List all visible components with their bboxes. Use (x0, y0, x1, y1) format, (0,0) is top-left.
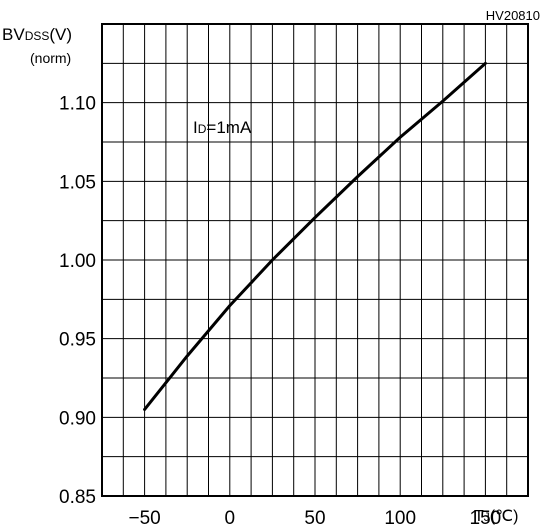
y-tick-label: 0.85 (59, 487, 96, 508)
y-axis-norm-label: (norm) (30, 50, 71, 66)
y-tick-label: 0.90 (59, 408, 96, 429)
figure-code: HV20810 (486, 8, 540, 23)
annotation-id: ID=1mA (193, 118, 252, 137)
plot-frame (101, 23, 529, 497)
series-line (143, 61, 487, 411)
x-tick-label: 0 (225, 508, 236, 528)
y-tick-label: 0.95 (59, 330, 96, 351)
x-tick-label: −50 (128, 508, 160, 528)
y-tick-label: 1.10 (59, 94, 96, 115)
tick-labels: 0.85 0.90 0.95 1.00 1.05 1.10 −50 0 50 100 150 (59, 94, 501, 528)
x-axis-label: TJ(℃) (474, 508, 518, 525)
y-tick-label: 1.05 (59, 172, 96, 193)
x-tick-label: 50 (304, 508, 325, 528)
y-tick-label: 1.00 (59, 251, 96, 272)
x-tick-label: 100 (384, 508, 416, 528)
x-tick-label: 150 (470, 508, 502, 528)
grid (102, 24, 528, 496)
y-axis-label: BVDSS(V) (2, 25, 72, 44)
